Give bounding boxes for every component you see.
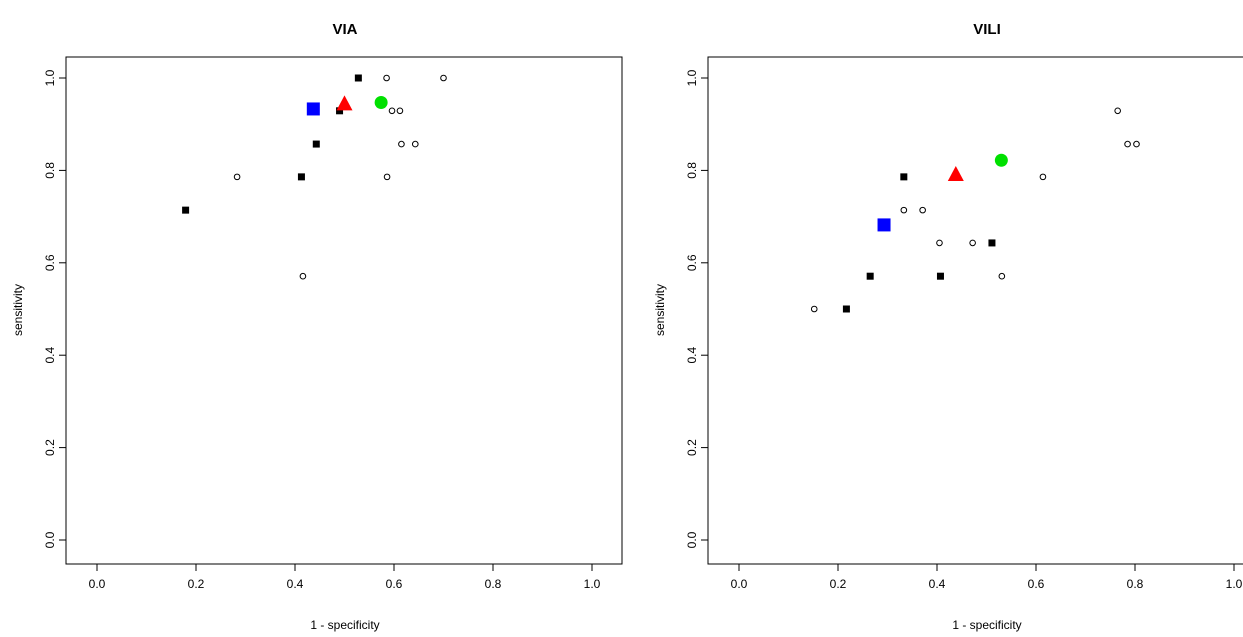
plot-frame	[65, 56, 623, 565]
y-tick-label: 0.2	[685, 439, 699, 456]
data-point	[396, 107, 404, 115]
x-tick-label: 0.4	[929, 577, 946, 591]
x-tick-label: 0.2	[830, 577, 847, 591]
x-tick-label: 0.8	[1127, 577, 1144, 591]
y-tick-label: 0.8	[685, 162, 699, 179]
data-point	[411, 140, 419, 148]
x-tick-label: 0.0	[731, 577, 748, 591]
x-tick-label: 1.0	[584, 577, 601, 591]
data-point	[233, 173, 241, 181]
data-point	[877, 218, 891, 232]
data-point	[842, 305, 850, 313]
data-point	[383, 74, 390, 82]
panel-via: VIA 1 - specificity sensitivity 0.0 0.2 0.…	[11, 21, 623, 632]
y-tick-label: 0.6	[685, 254, 699, 271]
y-tick-label: 0.0	[43, 531, 57, 548]
x-tick-label: 1.0	[1226, 577, 1243, 591]
data-point	[312, 140, 320, 148]
y-axis-label: sensitivity	[653, 284, 667, 336]
data-point	[994, 153, 1008, 167]
data-point	[1039, 173, 1047, 181]
y-tick-label: 0.4	[685, 347, 699, 364]
x-tick-label: 0.0	[89, 577, 106, 591]
data-point	[969, 239, 976, 247]
y-tick-label: 1.0	[43, 69, 57, 86]
data-point	[299, 272, 307, 280]
chart-title: VILI	[973, 21, 1001, 38]
data-point	[297, 173, 305, 181]
plot-frame	[707, 56, 1243, 565]
x-tick-label: 0.2	[188, 577, 205, 591]
data-point	[383, 173, 391, 181]
data-point	[810, 305, 818, 313]
x-tick-label: 0.4	[287, 577, 304, 591]
data-point	[182, 206, 190, 214]
data-point	[306, 102, 320, 116]
y-tick-label: 0.0	[685, 531, 699, 548]
y-tick-label: 0.6	[43, 254, 57, 271]
y-axis-label: sensitivity	[11, 284, 25, 336]
x-axis-label: 1 - specificity	[310, 618, 379, 632]
data-point	[388, 107, 396, 115]
data-point	[440, 74, 447, 82]
data-point	[947, 166, 964, 182]
x-tick-label: 0.6	[386, 577, 403, 591]
y-tick-label: 0.2	[43, 439, 57, 456]
chart-title: VIA	[332, 21, 357, 38]
data-point	[866, 272, 874, 280]
data-point	[1114, 107, 1121, 115]
y-tick-label: 0.4	[43, 347, 57, 364]
data-point	[354, 74, 362, 82]
data-point	[398, 140, 405, 148]
data-point	[998, 272, 1006, 280]
data-point	[936, 272, 944, 280]
data-point	[336, 95, 353, 111]
data-point	[919, 206, 926, 214]
panel-vili: VILI 1 - specificity sensitivity 0.0 0.2 0…	[653, 21, 1243, 632]
data-point	[900, 173, 908, 181]
y-tick-label: 1.0	[685, 69, 699, 86]
data-point	[336, 107, 344, 115]
data-point	[988, 239, 996, 247]
y-tick-label: 0.8	[43, 162, 57, 179]
data-point	[1124, 140, 1131, 148]
data-point	[900, 206, 908, 214]
x-tick-label: 0.6	[1028, 577, 1045, 591]
data-point	[1133, 140, 1140, 148]
x-axis-label: 1 - specificity	[952, 618, 1021, 632]
x-tick-label: 0.8	[485, 577, 502, 591]
data-point	[374, 95, 388, 109]
data-point	[936, 239, 943, 247]
